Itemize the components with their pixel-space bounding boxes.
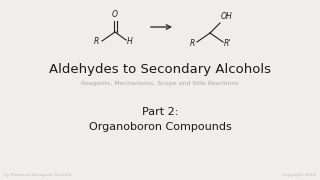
Text: by Florencio Zaragoza Dörwald: by Florencio Zaragoza Dörwald: [4, 173, 72, 177]
Text: Aldehydes to Secondary Alcohols: Aldehydes to Secondary Alcohols: [49, 64, 271, 76]
Text: R: R: [190, 39, 195, 48]
Text: Copyright 2018: Copyright 2018: [282, 173, 316, 177]
Text: H: H: [127, 37, 133, 46]
Text: R': R': [224, 39, 231, 48]
Text: R: R: [94, 37, 99, 46]
Text: Organoboron Compounds: Organoboron Compounds: [89, 122, 231, 132]
Text: Reagents, Mechanisms, Scope and Side Reactions: Reagents, Mechanisms, Scope and Side Rea…: [81, 82, 239, 87]
Text: O: O: [112, 10, 118, 19]
Text: OH: OH: [221, 12, 233, 21]
Text: Part 2:: Part 2:: [142, 107, 178, 117]
